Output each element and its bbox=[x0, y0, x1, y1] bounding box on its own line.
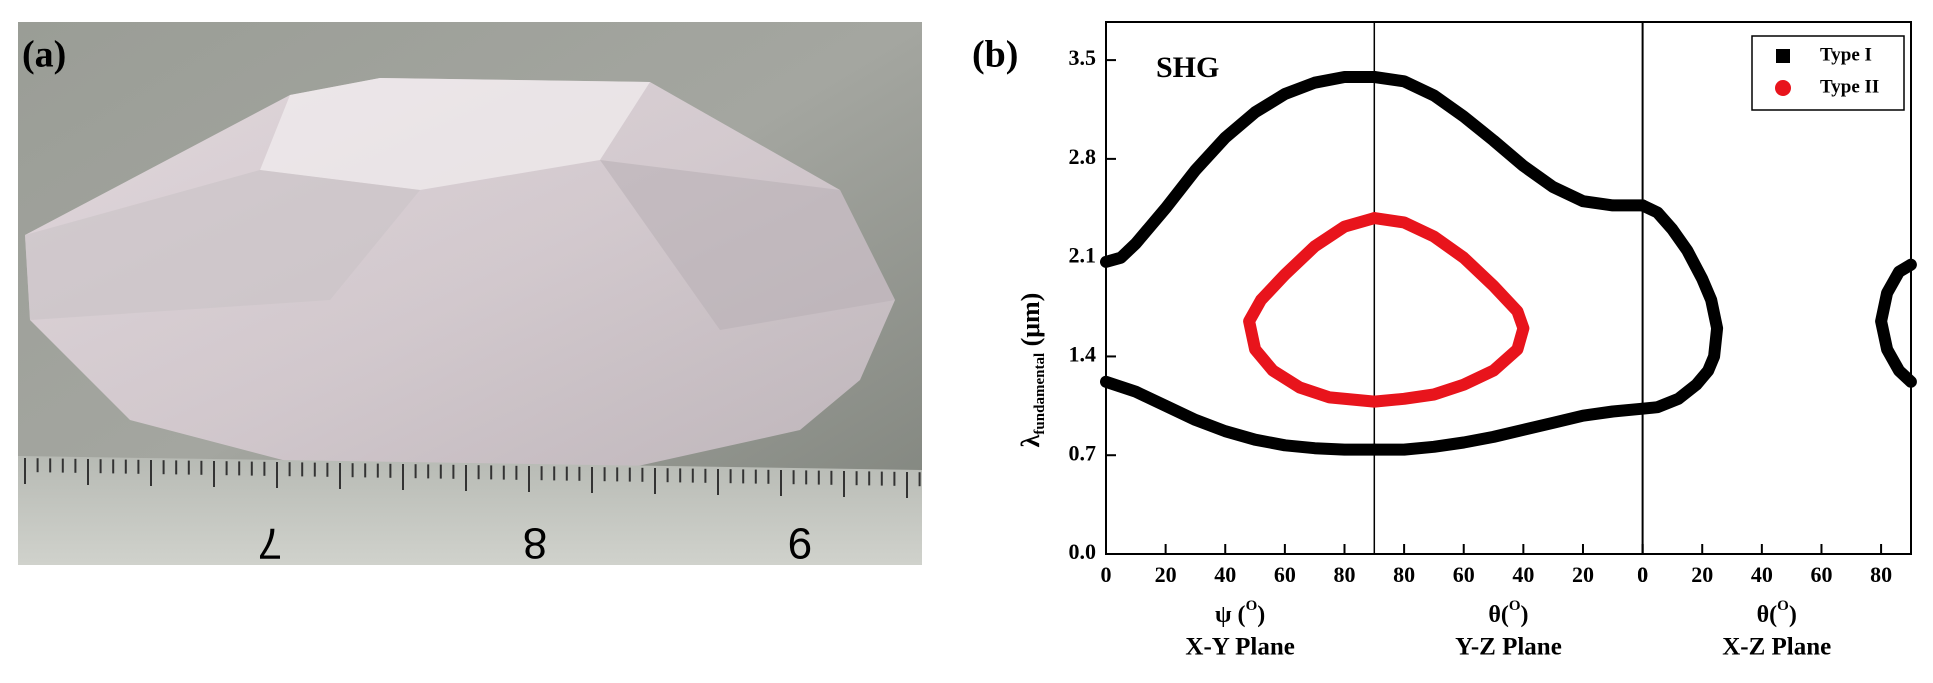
y-axis-label-part: fundamental bbox=[1032, 353, 1048, 435]
x-axis-label-part: ψ ( bbox=[1215, 602, 1246, 628]
curve bbox=[1243, 212, 1381, 408]
x-axis-label-part: θ( bbox=[1757, 602, 1778, 628]
y-tick-label: 0.7 bbox=[1069, 440, 1097, 465]
ruler-ticks bbox=[24, 458, 921, 498]
x-tick-label: 0 bbox=[1101, 562, 1112, 587]
curve bbox=[1636, 199, 1917, 415]
y-tick-label: 2.8 bbox=[1069, 144, 1097, 169]
x-tick-label: 0 bbox=[1637, 562, 1648, 587]
y-tick-label: 0.0 bbox=[1069, 539, 1097, 564]
curve bbox=[1368, 212, 1530, 408]
legend-box bbox=[1751, 35, 1905, 111]
ruler-label: 8 bbox=[523, 518, 547, 567]
x-tick-label: 20 bbox=[1572, 562, 1594, 587]
crystal-facet bbox=[600, 160, 895, 330]
x-axis-label: ψ (O) bbox=[1215, 598, 1265, 627]
legend-label: Type II bbox=[1820, 76, 1879, 97]
x-tick-label: 80 bbox=[1333, 562, 1355, 587]
crystal-facet bbox=[25, 170, 420, 320]
x-axis-label-part: ) bbox=[1521, 602, 1529, 628]
x-tick-label: 0 bbox=[1637, 562, 1648, 587]
x-tick-label: 40 bbox=[1512, 562, 1534, 587]
chart-title: SHG bbox=[1156, 51, 1219, 84]
x-tick-label: 40 bbox=[1751, 562, 1773, 587]
ruler-label: 9 bbox=[788, 518, 812, 567]
x-tick-label: 60 bbox=[1274, 562, 1296, 587]
x-axis-label-part: ) bbox=[1257, 602, 1265, 628]
curve bbox=[1100, 71, 1381, 456]
legend-label: Type I bbox=[1820, 44, 1872, 65]
ruler bbox=[18, 456, 922, 565]
y-tick-label: 2.1 bbox=[1069, 243, 1097, 268]
panel-label: (b) bbox=[972, 34, 1018, 76]
x-tick-label: 80 bbox=[1393, 562, 1415, 587]
x-tick-label: 40 bbox=[1214, 562, 1236, 587]
x-axis-label: θ(O) bbox=[1757, 598, 1797, 627]
panel-label: (a) bbox=[22, 34, 66, 76]
curve bbox=[1368, 71, 1649, 456]
x-axis-label-part: O bbox=[1509, 598, 1521, 614]
ruler-label: 7 bbox=[258, 518, 282, 567]
y-tick-label: 3.5 bbox=[1069, 45, 1097, 70]
y-axis-label-part: λ bbox=[1016, 434, 1045, 447]
y-axis-label: λfundamental (μm) bbox=[1016, 293, 1048, 448]
x-tick-label: 20 bbox=[1691, 562, 1713, 587]
plane-label: X-Z Plane bbox=[1722, 634, 1831, 661]
legend-marker bbox=[1776, 49, 1790, 63]
x-axis-label-part: O bbox=[1246, 598, 1258, 614]
legend-marker bbox=[1775, 80, 1791, 96]
x-tick-label: 60 bbox=[1810, 562, 1832, 587]
crystal-facet bbox=[260, 78, 650, 190]
y-axis-label-part: (μm) bbox=[1016, 293, 1045, 353]
plane-label: X-Y Plane bbox=[1185, 634, 1294, 661]
x-tick-label: 20 bbox=[1155, 562, 1177, 587]
photo: 7 8 9 bbox=[18, 22, 922, 567]
plane-label: Y-Z Plane bbox=[1455, 634, 1562, 661]
x-axis-label-part: O bbox=[1777, 598, 1789, 614]
x-axis-label-part: ) bbox=[1789, 602, 1797, 628]
x-axis-label-part: θ( bbox=[1488, 602, 1509, 628]
x-tick-label: 60 bbox=[1453, 562, 1475, 587]
plot-frame bbox=[1105, 21, 1912, 555]
x-tick-label: 80 bbox=[1870, 562, 1892, 587]
y-tick-label: 1.4 bbox=[1069, 341, 1097, 366]
x-axis-label: θ(O) bbox=[1488, 598, 1528, 627]
